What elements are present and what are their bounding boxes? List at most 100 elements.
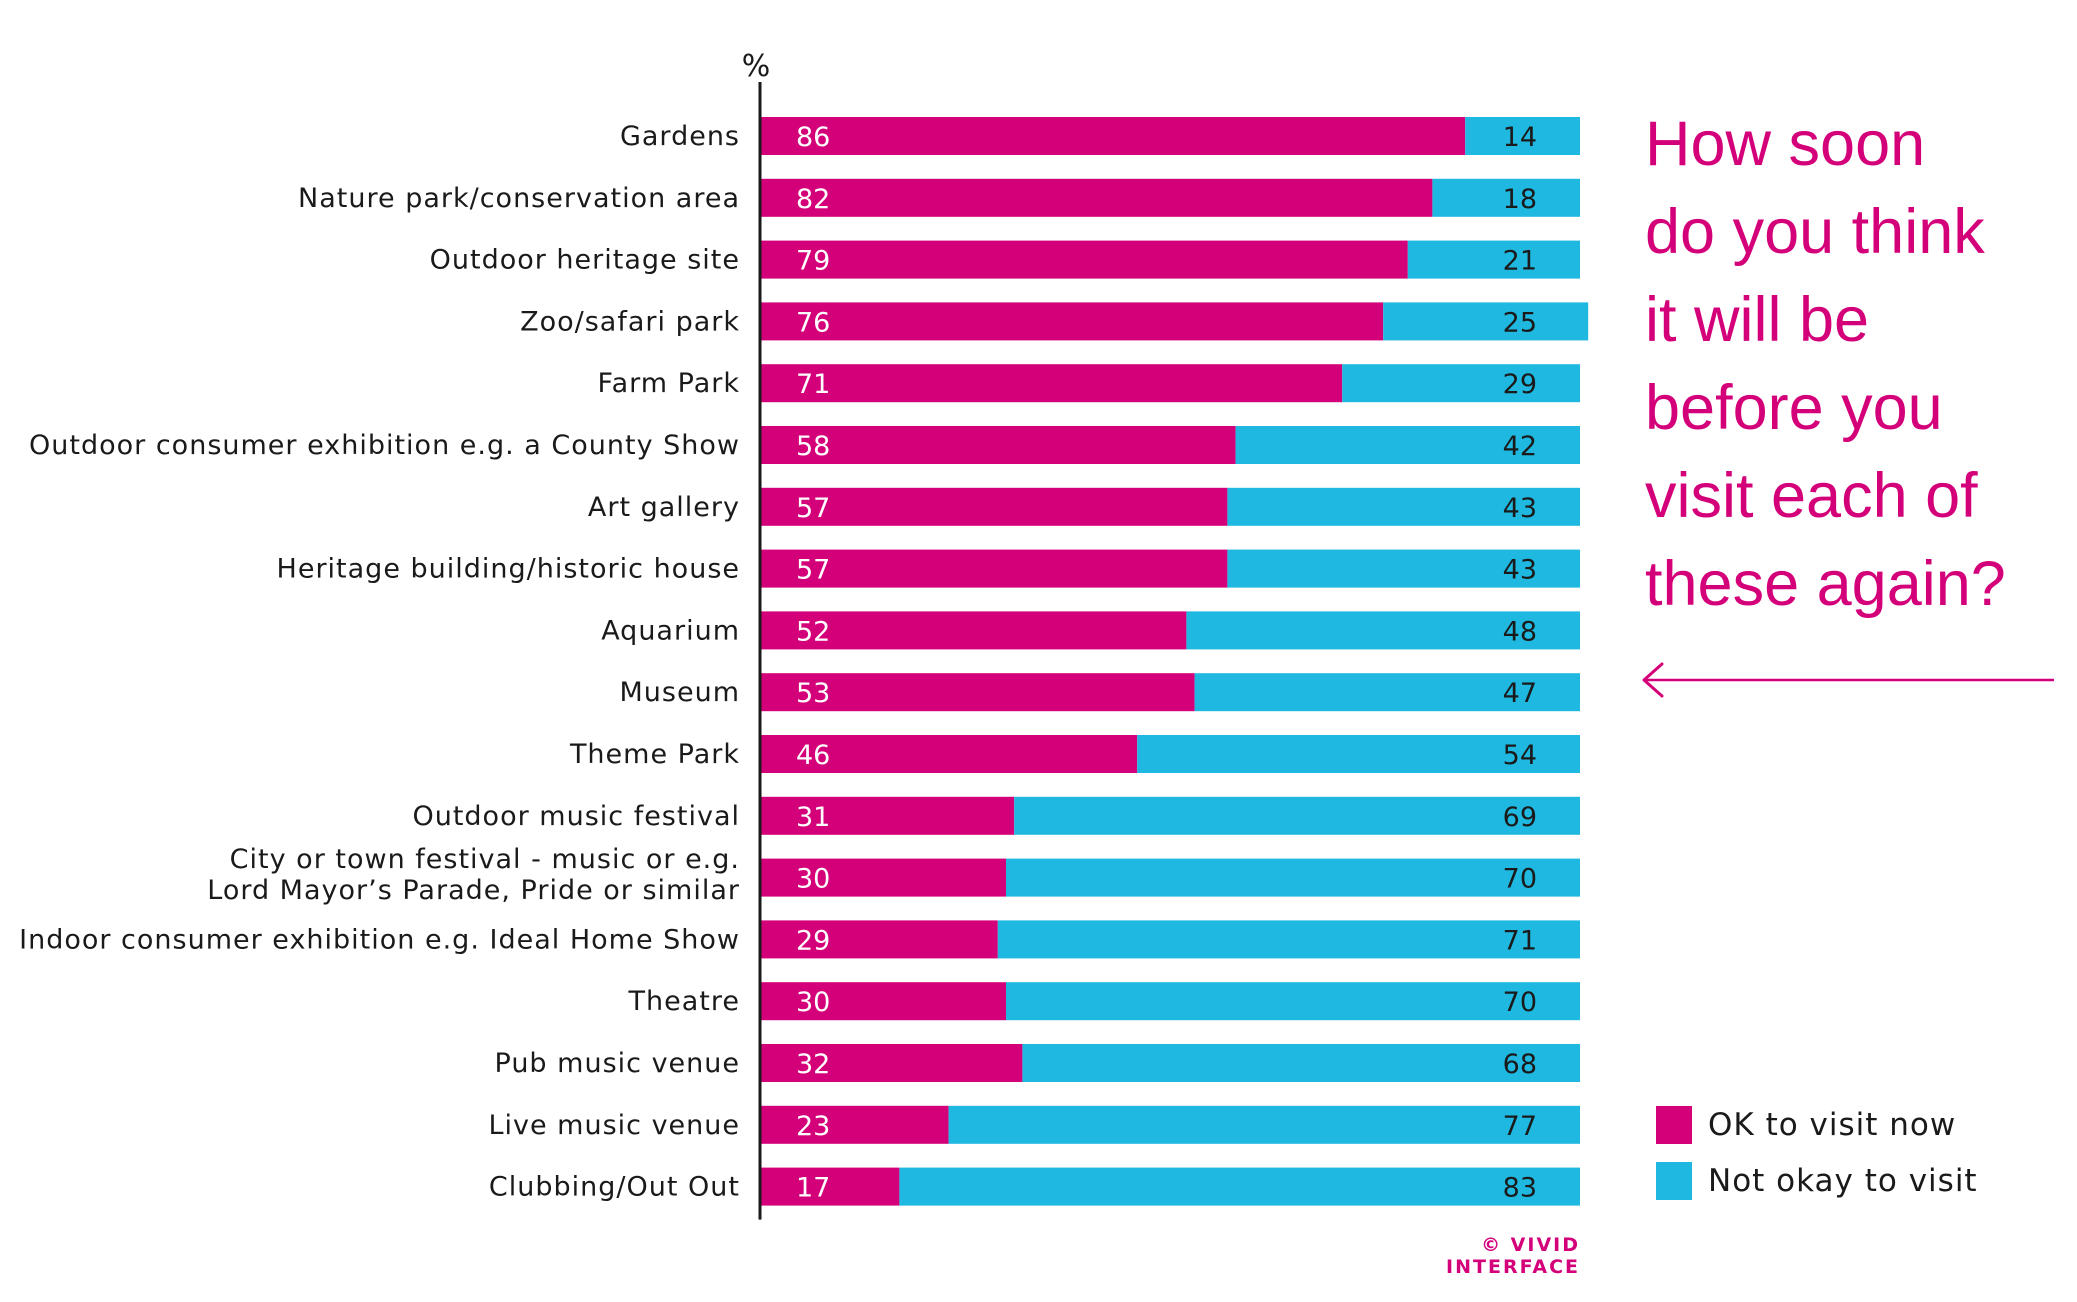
credit: © VIVID INTERFACE — [1446, 1234, 1580, 1278]
bar-ok — [760, 858, 1006, 897]
data-label-ok: 57 — [796, 555, 830, 586]
category-label: Outdoor heritage site — [430, 245, 740, 276]
data-label-ok: 23 — [796, 1111, 830, 1142]
data-label-ok: 30 — [796, 864, 830, 895]
data-label-ok: 82 — [796, 184, 830, 215]
bar-ok — [760, 796, 1015, 835]
data-label-not-ok: 29 — [1503, 369, 1537, 400]
category-label: Outdoor music festival — [412, 801, 740, 832]
category-label: City or town festival - music or e.g. — [230, 844, 740, 875]
legend-swatch-not-ok — [1656, 1162, 1692, 1200]
data-label-ok: 29 — [796, 925, 830, 956]
bar-ok — [760, 117, 1466, 155]
data-label-not-ok: 25 — [1503, 307, 1537, 338]
title-line: before you — [1645, 373, 1943, 443]
category-label: Outdoor consumer exhibition e.g. a Count… — [29, 430, 740, 461]
data-label-not-ok: 21 — [1503, 246, 1537, 277]
title-line: it will be — [1645, 285, 1870, 355]
category-label: Art gallery — [588, 492, 740, 523]
legend-item-not-ok: Not okay to visit — [1656, 1161, 1978, 1201]
data-label-not-ok: 18 — [1503, 184, 1537, 215]
bar-not-ok — [997, 920, 1580, 959]
bar-not-ok — [1006, 982, 1580, 1021]
category-label: Zoo/safari park — [520, 306, 740, 337]
data-label-not-ok: 47 — [1503, 678, 1537, 709]
bar-not-ok — [1227, 487, 1580, 526]
title-line: visit each of — [1645, 461, 1978, 531]
data-label-ok: 58 — [796, 431, 830, 462]
bar-not-ok — [1186, 611, 1580, 650]
bar-not-ok — [1407, 240, 1580, 279]
data-label-not-ok: 68 — [1503, 1049, 1537, 1080]
bar-not-ok — [1022, 1044, 1580, 1082]
bar-ok — [760, 549, 1228, 588]
bar-ok — [760, 240, 1408, 279]
bar-not-ok — [1014, 796, 1580, 835]
bar-ok — [760, 364, 1343, 403]
data-label-not-ok: 70 — [1503, 864, 1537, 895]
bar-not-ok — [1227, 549, 1580, 588]
data-label-not-ok: 42 — [1503, 431, 1537, 462]
data-label-ok: 52 — [796, 616, 830, 647]
data-label-ok: 46 — [796, 740, 830, 771]
data-label-ok: 86 — [796, 122, 830, 153]
data-label-ok: 31 — [796, 802, 830, 833]
bar-ok — [760, 611, 1187, 650]
data-label-ok: 71 — [796, 369, 830, 400]
data-label-not-ok: 43 — [1503, 555, 1537, 586]
data-label-not-ok: 54 — [1503, 740, 1537, 771]
bar-not-ok — [1342, 364, 1580, 403]
bar-not-ok — [948, 1105, 1580, 1144]
category-label: Lord Mayor’s Parade, Pride or similar — [207, 875, 740, 906]
bar-ok — [760, 1105, 949, 1144]
bar-ok — [760, 302, 1384, 341]
bar-ok — [760, 487, 1228, 526]
category-label: Clubbing/Out Out — [489, 1172, 740, 1203]
category-label: Pub music venue — [495, 1048, 740, 1079]
category-label: Theatre — [628, 986, 740, 1017]
category-label: Indoor consumer exhibition e.g. Ideal Ho… — [19, 924, 740, 955]
bar-ok — [760, 673, 1195, 712]
data-label-ok: 32 — [796, 1049, 830, 1080]
data-label-not-ok: 77 — [1503, 1111, 1537, 1142]
category-label: Nature park/conservation area — [298, 183, 740, 214]
bar-not-ok — [1194, 673, 1580, 712]
data-label-ok: 53 — [796, 678, 830, 709]
category-label: Theme Park — [569, 739, 740, 770]
bar-not-ok — [1465, 117, 1580, 155]
bar-not-ok — [1235, 426, 1580, 464]
legend-swatch-ok — [1656, 1106, 1692, 1144]
data-label-ok: 76 — [796, 307, 830, 338]
bar-not-ok — [1383, 302, 1589, 341]
bar-ok — [760, 426, 1236, 464]
data-label-not-ok: 71 — [1503, 925, 1537, 956]
bar-not-ok — [1432, 178, 1580, 217]
bar-ok — [760, 920, 998, 959]
bar-ok — [760, 178, 1433, 217]
data-label-ok: 17 — [796, 1173, 830, 1204]
bar-ok — [760, 982, 1006, 1021]
title-line: these again? — [1645, 549, 2006, 619]
category-label: Museum — [620, 677, 741, 708]
category-label: Farm Park — [598, 368, 740, 399]
category-label: Gardens — [620, 121, 740, 152]
left-arrow-icon — [1642, 662, 2054, 698]
bar-not-ok — [1006, 858, 1580, 897]
category-label: Live music venue — [488, 1110, 740, 1141]
data-label-not-ok: 48 — [1503, 616, 1537, 647]
data-label-not-ok: 83 — [1503, 1173, 1537, 1204]
legend-label-ok: OK to visit now — [1708, 1107, 1957, 1143]
bar-ok — [760, 1167, 900, 1206]
unit-label: % — [742, 49, 771, 84]
category-label: Heritage building/historic house — [277, 554, 740, 585]
bar-not-ok — [1137, 735, 1580, 773]
legend: OK to visit now Not okay to visit — [1656, 1105, 1978, 1217]
data-label-not-ok: 14 — [1503, 122, 1537, 153]
category-label: Aquarium — [601, 615, 740, 646]
title-line: do you think — [1645, 197, 1985, 267]
data-label-not-ok: 43 — [1503, 493, 1537, 524]
data-label-not-ok: 70 — [1503, 987, 1537, 1018]
bar-not-ok — [899, 1167, 1580, 1206]
